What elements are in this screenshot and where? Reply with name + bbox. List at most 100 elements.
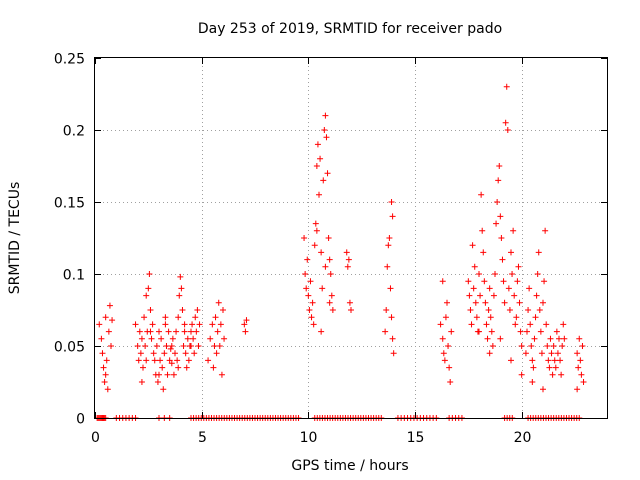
data-point (138, 335, 145, 342)
data-point (492, 271, 498, 277)
data-point (320, 177, 327, 184)
data-point (156, 328, 162, 335)
data-point (209, 321, 216, 328)
data-point (210, 364, 217, 371)
data-point (211, 343, 218, 349)
data-point (470, 285, 477, 292)
data-point (161, 350, 168, 357)
data-point (484, 335, 491, 342)
data-point (494, 199, 501, 205)
y-tick-label: 0.15 (54, 196, 85, 212)
data-point (546, 364, 553, 371)
data-point (526, 285, 533, 292)
data-point (162, 314, 169, 321)
data-point (476, 328, 482, 335)
data-point (552, 364, 559, 371)
data-point (105, 328, 112, 335)
data-point (96, 321, 103, 328)
data-point (151, 357, 158, 364)
data-point (143, 292, 150, 299)
x-tick-label: 15 (407, 430, 425, 446)
y-tick-label: 0.05 (54, 340, 85, 356)
data-point (441, 357, 448, 364)
data-point (174, 357, 181, 364)
data-point (195, 343, 202, 349)
data-point (485, 307, 492, 313)
data-point (439, 278, 446, 285)
data-point (160, 386, 167, 393)
data-point (327, 271, 334, 277)
data-point (145, 285, 152, 292)
data-point (510, 227, 517, 234)
data-point (481, 278, 488, 285)
data-point (215, 299, 222, 306)
data-point (513, 314, 520, 321)
data-point (317, 155, 324, 162)
data-point (536, 307, 543, 313)
y-axis-label: SRMTID / TECUs (7, 182, 23, 295)
data-point (175, 364, 182, 371)
data-point (479, 227, 486, 234)
data-point (147, 307, 154, 313)
data-point (518, 343, 525, 349)
data-point (346, 299, 353, 306)
data-point (445, 343, 452, 349)
data-point (140, 364, 146, 371)
data-point (102, 314, 109, 321)
data-point (191, 350, 198, 357)
data-point (489, 343, 496, 349)
data-point (487, 314, 494, 321)
data-point (559, 343, 566, 349)
plot-frame (94, 57, 608, 419)
data-point (549, 371, 556, 378)
data-point (205, 357, 212, 364)
data-point (437, 321, 444, 328)
data-point (530, 364, 537, 371)
data-point (497, 213, 504, 220)
data-point (179, 307, 186, 313)
data-point (527, 321, 534, 328)
data-point (497, 335, 504, 342)
data-point (183, 364, 190, 371)
data-point (318, 249, 325, 256)
data-point (486, 350, 493, 357)
data-point (328, 292, 335, 299)
data-point (325, 235, 332, 241)
data-point (311, 242, 318, 249)
data-point (499, 256, 506, 263)
data-point (170, 371, 177, 378)
data-point (515, 263, 522, 270)
data-point (138, 379, 145, 385)
data-point (442, 314, 449, 321)
chart-title: Day 253 of 2019, SRMTID for receiver pad… (198, 21, 502, 37)
data-point (383, 307, 390, 313)
data-point (176, 292, 183, 299)
data-point (477, 292, 484, 299)
data-point (529, 357, 536, 364)
data-point (158, 335, 165, 342)
data-point (218, 371, 225, 378)
data-point (524, 328, 530, 335)
data-point (196, 321, 203, 328)
data-point (154, 379, 161, 385)
data-point (529, 379, 536, 385)
data-point (553, 328, 560, 335)
data-point (535, 249, 542, 256)
data-point (324, 170, 331, 177)
data-point (143, 357, 150, 364)
data-point (531, 335, 538, 342)
data-point (326, 256, 333, 263)
data-point (167, 345, 174, 352)
data-point (175, 314, 182, 321)
data-point (389, 335, 396, 342)
data-point (480, 249, 487, 256)
data-point (575, 364, 582, 371)
data-point (503, 83, 510, 90)
data-point (545, 357, 552, 364)
x-tick-label: 10 (300, 430, 318, 446)
data-point (102, 371, 109, 378)
data-point (192, 314, 199, 321)
data-point (505, 285, 512, 292)
data-point (495, 177, 502, 184)
data-point (212, 314, 219, 321)
